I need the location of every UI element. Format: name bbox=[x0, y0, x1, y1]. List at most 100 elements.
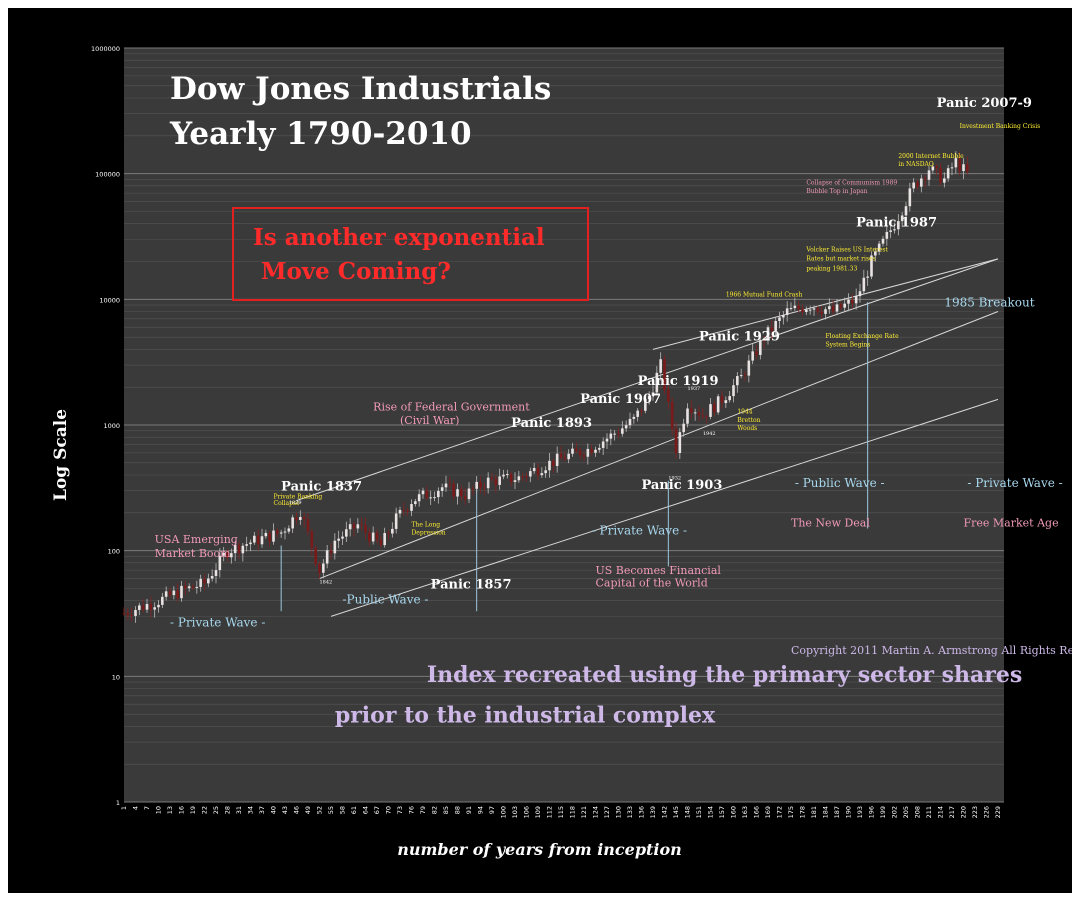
x-tick-label: 46 bbox=[293, 806, 301, 814]
candle-body bbox=[222, 552, 225, 556]
annotation: Panic 1919 bbox=[638, 374, 719, 389]
x-tick-label: 160 bbox=[730, 806, 738, 818]
candle-body bbox=[302, 517, 306, 520]
annotation: Panic 1893 bbox=[511, 416, 592, 431]
candle-body bbox=[402, 509, 406, 511]
candle-body bbox=[812, 308, 816, 310]
x-tick-label: 73 bbox=[396, 806, 404, 814]
x-tick-label: 148 bbox=[684, 806, 692, 818]
y-tick-label: 10000 bbox=[99, 296, 120, 304]
x-tick-label: 7 bbox=[143, 806, 151, 810]
candle-body bbox=[590, 448, 593, 453]
candle-body bbox=[157, 604, 160, 608]
candle-body bbox=[889, 230, 892, 232]
x-tick-label: 226 bbox=[983, 806, 991, 818]
candle-body bbox=[502, 474, 505, 477]
candle-body bbox=[628, 418, 632, 426]
candle-body bbox=[728, 396, 731, 401]
annotation: 1966 Mutual Fund Crash bbox=[726, 292, 803, 299]
candle-body bbox=[854, 296, 858, 304]
annotation: 1932 bbox=[668, 475, 681, 481]
candle-body bbox=[486, 477, 490, 489]
candle-body bbox=[847, 299, 850, 304]
annotation: - Private Wave - bbox=[592, 523, 687, 537]
candle-body bbox=[636, 410, 639, 417]
x-tick-label: 88 bbox=[454, 806, 462, 814]
candle-body bbox=[920, 178, 923, 187]
channel-line bbox=[319, 311, 999, 580]
candle-body bbox=[187, 586, 191, 589]
x-tick-label: 109 bbox=[534, 806, 542, 818]
candle-body bbox=[375, 532, 379, 540]
candle-body bbox=[782, 314, 785, 318]
candle-body bbox=[655, 372, 659, 393]
candle-body bbox=[935, 166, 938, 169]
x-tick-label: 223 bbox=[971, 806, 979, 818]
x-tick-label: 31 bbox=[235, 806, 243, 814]
candle-body bbox=[962, 164, 965, 172]
x-tick-label: 115 bbox=[557, 806, 565, 818]
candle-body bbox=[356, 524, 360, 529]
candle-body bbox=[958, 158, 961, 172]
candle-body bbox=[651, 392, 655, 397]
annotation: Panic 2007-9 bbox=[937, 96, 1032, 111]
candle-body bbox=[678, 432, 682, 454]
candle-body bbox=[552, 460, 555, 466]
x-tick-label: 58 bbox=[339, 806, 347, 814]
candle-body bbox=[348, 524, 352, 530]
candle-body bbox=[490, 477, 494, 479]
x-tick-label: 1 bbox=[120, 806, 128, 810]
candle-body bbox=[448, 483, 452, 485]
candle-body bbox=[417, 494, 421, 502]
annotation: (Civil War) bbox=[400, 414, 459, 427]
x-tick-label: 229 bbox=[994, 806, 1002, 818]
y-axis: 1 10 100 1000 10000 100000 1000000 bbox=[91, 45, 120, 807]
candle-body bbox=[122, 612, 126, 614]
x-tick-label: 193 bbox=[856, 806, 864, 818]
candle-body bbox=[824, 309, 827, 314]
candle-body bbox=[345, 529, 348, 537]
annotation: 1985 Breakout bbox=[944, 295, 1034, 309]
candle-body bbox=[371, 532, 375, 542]
channel-line bbox=[296, 258, 999, 502]
annotation: -Public Wave - bbox=[343, 592, 429, 606]
candle-body bbox=[682, 423, 685, 433]
candle-body bbox=[138, 605, 141, 610]
annotation: Collapse of Communism 1989 bbox=[806, 179, 897, 186]
candle-body bbox=[452, 484, 455, 497]
x-tick-label: 139 bbox=[649, 806, 657, 818]
candle-body bbox=[870, 255, 873, 277]
x-tick-label: 79 bbox=[419, 806, 427, 814]
x-tick-label: 82 bbox=[431, 806, 439, 814]
annotation: Investment Banking Crisis bbox=[960, 123, 1041, 130]
candle-body bbox=[640, 410, 643, 412]
annotation: USA Emerging bbox=[155, 533, 238, 546]
candle-body bbox=[314, 548, 317, 564]
callout-box bbox=[232, 207, 589, 301]
x-tick-label: 34 bbox=[247, 806, 255, 814]
x-tick-label: 19 bbox=[189, 806, 197, 814]
candle-body bbox=[950, 167, 954, 169]
x-tick-label: 112 bbox=[546, 806, 554, 818]
annotation: Bubble Top in Japan bbox=[806, 188, 867, 195]
candle-body bbox=[479, 481, 482, 488]
candle-body bbox=[203, 578, 206, 584]
x-tick-label: 37 bbox=[258, 806, 266, 814]
candle-body bbox=[536, 468, 540, 476]
annotation: Volcker Raises US Interest bbox=[805, 247, 888, 254]
candle-body bbox=[333, 540, 337, 554]
candle-body bbox=[774, 321, 777, 332]
x-tick-label: 4 bbox=[132, 806, 140, 810]
x-axis: 1 4 7 10 13 16 19 22 25 28 31 34 37 40 43 46 49 52 55 58 61 6… bbox=[120, 806, 1002, 818]
candle-body bbox=[605, 438, 609, 442]
candle-body bbox=[341, 536, 344, 539]
chart-title-line1: Dow Jones Industrials bbox=[170, 71, 551, 107]
annotation: Free Market Age bbox=[964, 517, 1059, 530]
candle-body bbox=[816, 308, 820, 312]
candle-body bbox=[697, 412, 701, 416]
candle-body bbox=[141, 605, 145, 610]
candle-body bbox=[755, 351, 758, 355]
annotation: Panic 1929 bbox=[699, 330, 780, 345]
candle-body bbox=[897, 221, 900, 230]
